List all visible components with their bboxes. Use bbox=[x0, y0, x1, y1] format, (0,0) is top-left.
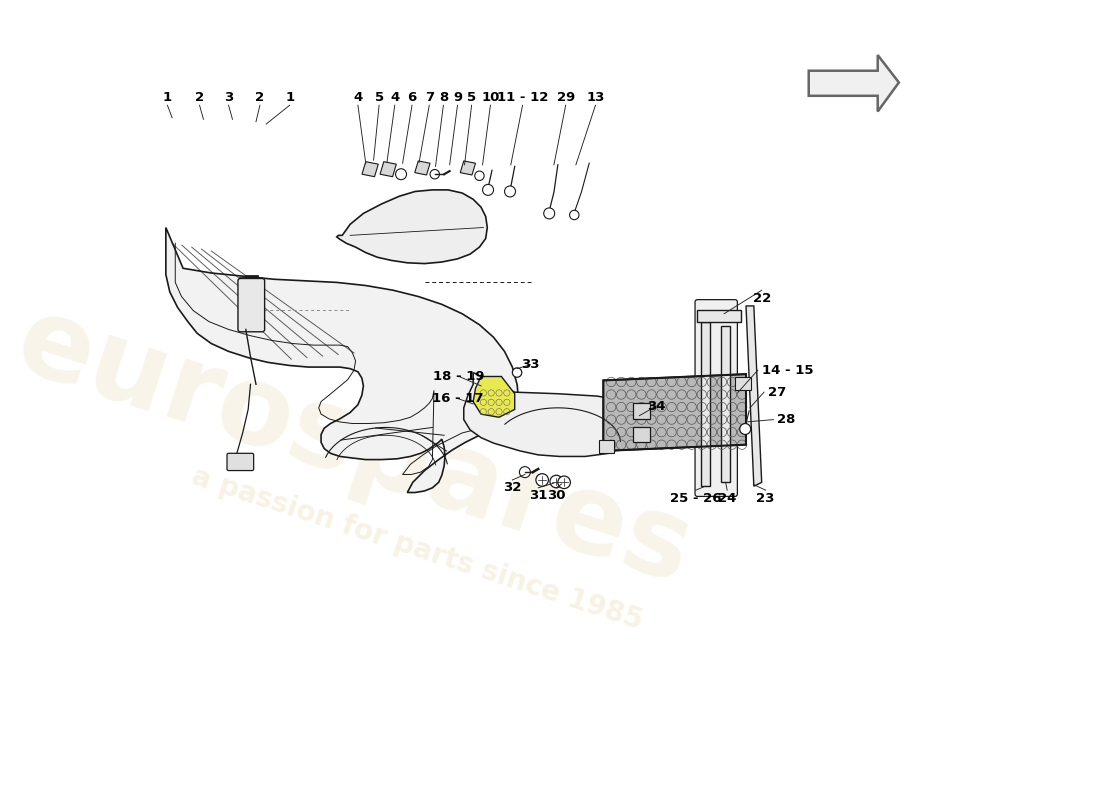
Circle shape bbox=[396, 169, 407, 180]
Circle shape bbox=[739, 423, 750, 434]
FancyBboxPatch shape bbox=[227, 454, 254, 470]
Polygon shape bbox=[808, 55, 899, 111]
Bar bbox=[598, 440, 614, 453]
Polygon shape bbox=[746, 306, 761, 486]
Text: 5: 5 bbox=[468, 91, 476, 104]
Text: 22: 22 bbox=[752, 291, 771, 305]
FancyBboxPatch shape bbox=[695, 300, 737, 497]
Circle shape bbox=[550, 475, 562, 488]
Circle shape bbox=[558, 476, 571, 489]
Text: 25 - 26: 25 - 26 bbox=[670, 491, 722, 505]
Text: 33: 33 bbox=[521, 358, 540, 371]
Text: 4: 4 bbox=[353, 91, 363, 104]
Circle shape bbox=[483, 184, 494, 195]
Text: 31: 31 bbox=[529, 489, 548, 502]
Text: 6: 6 bbox=[407, 91, 417, 104]
Circle shape bbox=[475, 171, 484, 181]
Circle shape bbox=[513, 368, 521, 378]
Text: 8: 8 bbox=[439, 91, 448, 104]
Bar bbox=[634, 426, 650, 442]
Circle shape bbox=[570, 210, 579, 220]
Bar bbox=[634, 403, 650, 419]
Polygon shape bbox=[379, 162, 396, 177]
Text: 14 - 15: 14 - 15 bbox=[761, 364, 813, 377]
Text: 16 - 17: 16 - 17 bbox=[431, 392, 483, 405]
Bar bbox=[735, 378, 750, 390]
Text: 18 - 19: 18 - 19 bbox=[433, 370, 485, 383]
Text: 5: 5 bbox=[374, 91, 384, 104]
Circle shape bbox=[505, 186, 516, 197]
Polygon shape bbox=[460, 161, 475, 175]
Polygon shape bbox=[473, 377, 515, 418]
Polygon shape bbox=[166, 227, 518, 493]
Text: 29: 29 bbox=[557, 91, 575, 104]
Circle shape bbox=[536, 474, 549, 486]
Circle shape bbox=[543, 208, 554, 219]
Polygon shape bbox=[603, 374, 746, 451]
Bar bbox=[720, 326, 730, 482]
Text: 2: 2 bbox=[255, 91, 264, 104]
Text: 30: 30 bbox=[547, 489, 565, 502]
FancyBboxPatch shape bbox=[238, 278, 265, 332]
Text: 1: 1 bbox=[285, 91, 295, 104]
Text: 11 - 12: 11 - 12 bbox=[497, 91, 548, 104]
Text: 28: 28 bbox=[778, 413, 795, 426]
Circle shape bbox=[519, 466, 530, 478]
Polygon shape bbox=[362, 162, 378, 177]
Text: 1: 1 bbox=[163, 91, 172, 104]
Bar bbox=[701, 322, 710, 486]
Text: 3: 3 bbox=[224, 91, 233, 104]
Text: 27: 27 bbox=[768, 386, 786, 398]
Text: 34: 34 bbox=[647, 400, 666, 413]
Text: 4: 4 bbox=[390, 91, 399, 104]
Polygon shape bbox=[415, 161, 430, 175]
Text: 2: 2 bbox=[195, 91, 205, 104]
Text: 10: 10 bbox=[481, 91, 499, 104]
Polygon shape bbox=[464, 373, 642, 457]
Bar bbox=[697, 310, 740, 322]
Text: 7: 7 bbox=[425, 91, 433, 104]
Text: 24: 24 bbox=[718, 491, 736, 505]
Text: 9: 9 bbox=[453, 91, 462, 104]
Polygon shape bbox=[337, 190, 487, 263]
Text: 13: 13 bbox=[586, 91, 605, 104]
Circle shape bbox=[430, 170, 440, 179]
Text: 32: 32 bbox=[503, 482, 521, 494]
Text: 23: 23 bbox=[757, 491, 774, 505]
Text: a passion for parts since 1985: a passion for parts since 1985 bbox=[188, 462, 646, 635]
Text: eurospares: eurospares bbox=[3, 287, 705, 606]
